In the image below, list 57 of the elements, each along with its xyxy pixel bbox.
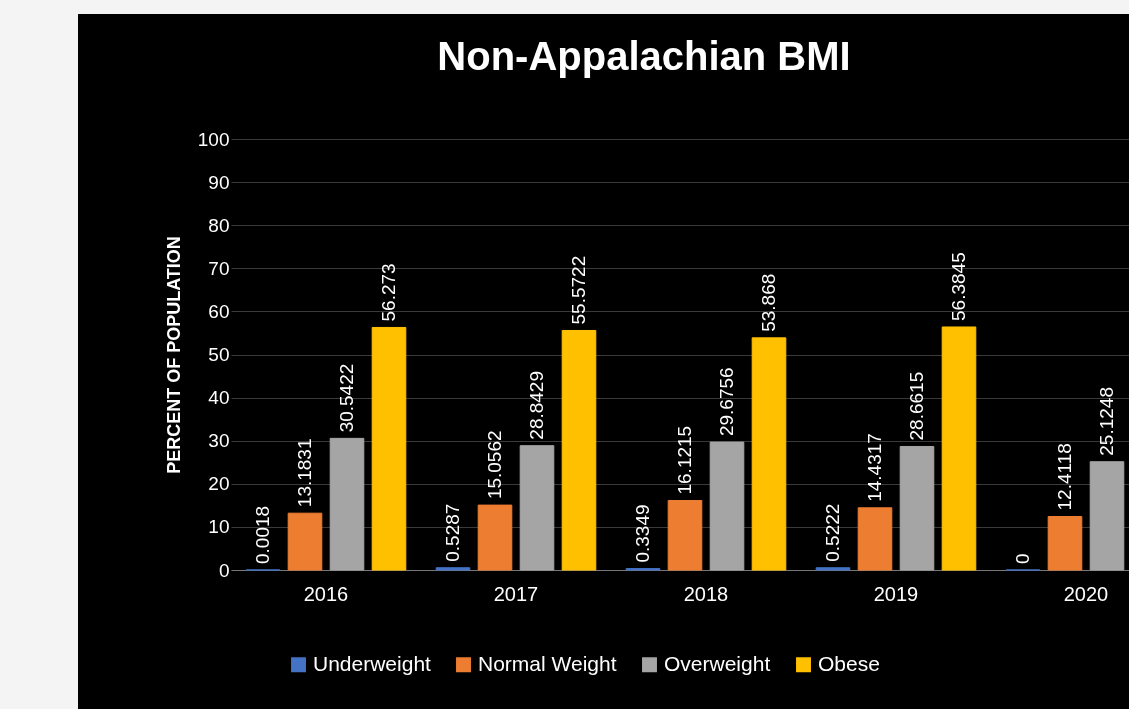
data-label: 0.3349 <box>632 504 653 563</box>
y-tick-label: 70 <box>208 257 230 279</box>
bar <box>857 507 893 571</box>
data-label: 0.0018 <box>252 505 273 564</box>
y-tick-label: 90 <box>208 171 230 193</box>
y-tick-label: 10 <box>208 516 230 538</box>
data-label: 56.3845 <box>948 252 969 321</box>
data-label: 53.868 <box>758 273 779 332</box>
bar <box>561 329 597 571</box>
y-tick-label: 80 <box>208 214 230 236</box>
data-label: 55.5722 <box>568 255 589 325</box>
chart-title: Non-Appalachian BMI <box>437 34 851 78</box>
bar <box>751 337 787 571</box>
y-tick-label: 30 <box>208 430 230 452</box>
data-label: 16.1215 <box>674 425 695 495</box>
bar <box>815 567 851 571</box>
data-label: 28.8429 <box>526 371 547 440</box>
data-label: 13.1831 <box>294 438 315 508</box>
data-label: 30.5422 <box>336 363 357 433</box>
x-tick-label: 2020 <box>1063 582 1109 605</box>
data-label: 12.4118 <box>1054 443 1075 511</box>
x-tick-label: 2016 <box>303 582 349 605</box>
legend-label: Obese <box>818 651 880 675</box>
bar <box>519 445 555 571</box>
bar <box>329 437 365 571</box>
legend-label: Overweight <box>664 651 771 675</box>
bar <box>1089 461 1125 571</box>
bar <box>1047 516 1083 571</box>
x-tick-label: 2018 <box>683 582 729 605</box>
bar <box>667 500 703 571</box>
y-tick-label: 40 <box>208 387 230 409</box>
bar <box>435 567 471 571</box>
y-tick-label: 50 <box>208 344 230 365</box>
x-tick-label: 2019 <box>873 582 919 605</box>
data-label: 28.6615 <box>906 371 927 441</box>
bar <box>371 326 407 571</box>
bar <box>709 441 745 571</box>
y-tick-label: 100 <box>197 128 230 150</box>
data-label: 0.5287 <box>442 503 463 562</box>
legend-label: Normal Weight <box>478 651 617 675</box>
y-tick-label: 0 <box>218 559 230 581</box>
y-tick-label: 20 <box>208 473 230 495</box>
data-label: 56.273 <box>378 263 399 322</box>
legend-label: Underweight <box>313 651 432 675</box>
bar <box>477 504 513 571</box>
data-label: 0 <box>1012 553 1033 564</box>
data-label: 29.6756 <box>716 367 737 437</box>
y-tick-label: 60 <box>208 300 230 322</box>
data-label: 14.4317 <box>864 433 885 502</box>
x-tick-label: 2017 <box>493 582 539 605</box>
data-label: 0.5222 <box>822 503 843 562</box>
bar <box>899 445 935 571</box>
y-axis-title: PERCENT OF POPULATION <box>163 236 184 474</box>
data-label: 15.0562 <box>484 430 505 500</box>
bar <box>287 512 323 571</box>
bar <box>941 326 977 571</box>
data-label: 25.1248 <box>1096 387 1117 456</box>
